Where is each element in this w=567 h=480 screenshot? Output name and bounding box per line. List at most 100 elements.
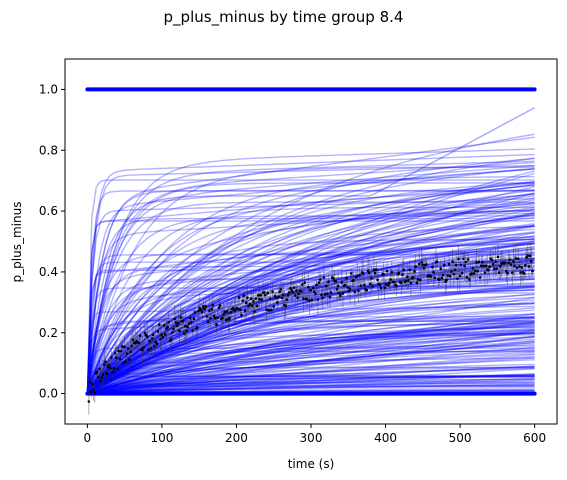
data-point (446, 274, 450, 277)
fit-curve (87, 316, 535, 395)
fit-curve (87, 378, 535, 395)
fit-curve (87, 329, 535, 395)
data-point (369, 282, 372, 286)
data-point (103, 363, 106, 366)
data-point (367, 271, 371, 275)
fit-curve (87, 379, 535, 395)
fit-curve (86, 351, 535, 394)
data-point (88, 380, 92, 384)
data-point (528, 254, 532, 258)
fit-curve (86, 185, 535, 394)
fit-curve (86, 289, 535, 395)
data-point (326, 292, 329, 296)
data-point (476, 270, 479, 273)
data-point (208, 309, 211, 313)
data-point (479, 264, 483, 268)
data-point (488, 265, 491, 269)
data-point (314, 292, 317, 295)
data-point (414, 265, 417, 269)
fit-curve (86, 179, 535, 394)
data-point (475, 261, 478, 264)
data-point (307, 285, 310, 289)
data-point (142, 346, 146, 349)
fit-curve (87, 381, 535, 395)
data-point (242, 294, 246, 298)
data-point (345, 276, 348, 280)
fit-curve (87, 345, 535, 395)
data-point (185, 329, 188, 333)
data-point (107, 363, 111, 367)
data-point (237, 296, 241, 299)
data-point (225, 310, 229, 313)
data-point (228, 316, 231, 320)
fit-curve (86, 107, 535, 394)
fit-curve (87, 321, 535, 395)
data-point (339, 294, 342, 297)
fit-curve (86, 340, 535, 395)
data-point (97, 375, 100, 379)
x-tick-label: 400 (374, 431, 397, 445)
fit-curve (86, 210, 535, 394)
fit-curve (87, 299, 535, 395)
fit-curve (86, 334, 535, 395)
data-point (336, 284, 340, 288)
data-point (221, 316, 224, 320)
data-point (126, 347, 130, 350)
y-tick-label: 0.8 (39, 143, 58, 157)
data-point (508, 258, 512, 262)
data-point (87, 400, 91, 403)
data-point (355, 275, 359, 278)
data-point (450, 270, 453, 273)
fit-curve (86, 385, 535, 395)
fit-curve (87, 353, 535, 395)
data-point (131, 338, 135, 342)
data-point (448, 274, 452, 278)
data-point (442, 263, 446, 267)
fit-curve (86, 166, 535, 394)
fit-curve (87, 389, 535, 395)
data-point (254, 297, 258, 301)
data-point (169, 338, 173, 341)
data-point (463, 264, 466, 268)
data-point (524, 264, 527, 267)
fit-curve (87, 330, 535, 395)
fit-curve (87, 386, 535, 395)
data-point (366, 269, 370, 272)
fit-curve (86, 350, 535, 395)
fit-curve (87, 374, 535, 395)
data-point (347, 289, 351, 293)
data-point (129, 350, 132, 354)
fit-curve (87, 332, 535, 395)
data-point (419, 278, 422, 282)
data-point (406, 275, 409, 279)
data-point (357, 289, 360, 293)
data-point (174, 321, 178, 324)
fit-curve (87, 338, 535, 395)
data-point (384, 283, 388, 286)
data-point (431, 265, 434, 269)
fit-curve (87, 326, 535, 395)
fit-curve (87, 347, 535, 395)
fit-curve (86, 289, 535, 395)
data-point (184, 324, 187, 328)
data-point (279, 288, 283, 291)
fit-curve (86, 165, 535, 394)
data-point (505, 269, 508, 273)
data-point (276, 301, 279, 304)
data-point (513, 264, 516, 268)
y-tick-label: 0.2 (39, 326, 58, 340)
data-point (311, 286, 315, 290)
data-point (407, 279, 410, 282)
data-point (429, 275, 433, 278)
fit-curve (86, 157, 535, 394)
data-point (280, 296, 284, 300)
data-point (204, 305, 208, 308)
data-point (156, 330, 160, 333)
data-point (375, 268, 378, 271)
data-point (92, 388, 95, 392)
fit-curve (86, 168, 535, 394)
data-point (459, 263, 463, 267)
fit-curve (86, 238, 535, 394)
fit-curve (87, 327, 535, 395)
fit-curve (87, 365, 535, 395)
